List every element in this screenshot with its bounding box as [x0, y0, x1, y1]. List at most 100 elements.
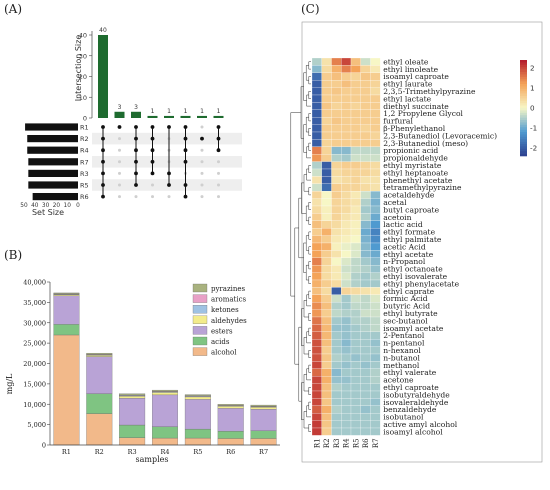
- heatmap-cell: [311, 279, 322, 288]
- heatmap-cell: [341, 109, 352, 118]
- colorbar-segment: [520, 127, 527, 130]
- set-size-tick-label: 0: [76, 203, 80, 209]
- heatmap-cell: [370, 324, 381, 332]
- heatmap-cell: [341, 131, 352, 140]
- heatmap-cell: [321, 94, 332, 103]
- dendrogram-link: [308, 187, 311, 196]
- heatmap-cell: [350, 376, 361, 384]
- heatmap-cell: [370, 117, 381, 125]
- heatmap-cell: [360, 287, 371, 295]
- heatmap-cell: [341, 191, 352, 199]
- heatmap-cell: [360, 154, 371, 162]
- bar-segment-alcohol: [119, 437, 146, 446]
- heatmap-cell: [331, 383, 342, 392]
- row-label: 2,3-Butanediol (Levoracemic): [383, 131, 497, 140]
- heatmap-cell: [370, 57, 381, 66]
- heatmap-cell: [360, 413, 371, 421]
- row-label: ethyl valerate: [383, 368, 437, 377]
- heatmap-cell: [311, 272, 322, 281]
- colorbar-segment: [520, 64, 527, 68]
- colorbar-segment: [520, 62, 527, 66]
- heatmap-cell: [321, 257, 332, 266]
- heatmap-cell: [341, 294, 352, 303]
- dendrogram-link: [308, 401, 311, 410]
- heatmap-cell: [341, 183, 352, 192]
- heatmap-cell: [341, 228, 352, 236]
- heatmap-cell: [341, 287, 352, 295]
- heatmap-cell: [321, 361, 332, 369]
- heatmap-cell: [331, 242, 342, 251]
- heatmap-cell: [331, 80, 342, 88]
- heatmap-cell: [370, 346, 381, 355]
- heatmap-cell: [321, 398, 332, 406]
- matrix-stripe: [92, 179, 242, 191]
- heatmap-cell: [341, 309, 352, 318]
- heatmap-cell: [321, 316, 332, 325]
- heatmap-cell: [360, 405, 371, 414]
- heatmap-cell: [360, 353, 371, 362]
- x-tick-label: R7: [259, 448, 268, 456]
- heatmap-cell: [350, 272, 361, 281]
- bar-segment-aldehydes: [152, 392, 178, 396]
- heatmap-cell: [321, 65, 332, 73]
- heatmap-cell: [341, 117, 352, 125]
- bar-segment-esters: [217, 408, 244, 432]
- heatmap-cell: [331, 205, 342, 214]
- heatmap-cell: [341, 176, 352, 184]
- heatmap-cell: [311, 176, 322, 184]
- row-label: tetramethylpyrazine: [383, 183, 462, 192]
- row-label: n-hexanol: [383, 346, 421, 355]
- heatmap-cell: [341, 413, 352, 421]
- heatmap-cell: [360, 420, 371, 429]
- row-label: isoamyl caproate: [383, 72, 449, 81]
- heatmap-cell: [311, 154, 322, 162]
- heatmap-cell: [370, 139, 381, 147]
- bar-segment-aldehydes: [86, 355, 113, 357]
- heatmap-cell: [341, 257, 352, 266]
- heatmap-cell: [321, 168, 332, 177]
- heatmap-cell: [350, 309, 361, 318]
- row-label: ethyl palmitate: [383, 235, 442, 244]
- heatmap-cell: [311, 87, 322, 96]
- heatmap-cell: [360, 339, 371, 347]
- heatmap-cell: [321, 324, 332, 332]
- matrix-dot-empty: [217, 183, 220, 187]
- set-size-tick-label: 40: [31, 203, 39, 209]
- row-label: acetal: [383, 198, 407, 207]
- row-label: ethyl butyrate: [383, 309, 438, 318]
- colorbar-segment: [520, 122, 527, 126]
- heatmap-cell: [331, 139, 342, 147]
- set-label: R3: [80, 170, 89, 178]
- heatmap-cell: [341, 250, 352, 258]
- dendrogram-link: [294, 227, 299, 365]
- heatmap-cell: [370, 198, 381, 207]
- heatmap-cell: [331, 353, 342, 362]
- heatmap-cell: [350, 154, 361, 162]
- set-size-tick-label: 10: [64, 203, 72, 209]
- matrix-dot-empty: [200, 171, 204, 175]
- heatmap-cell: [311, 57, 322, 66]
- matrix-dot-empty: [151, 195, 154, 199]
- dendrogram-link: [308, 313, 311, 321]
- heatmap-cell: [311, 346, 322, 355]
- row-label: ethyl oleate: [383, 57, 429, 66]
- dendrogram-link: [303, 242, 307, 273]
- row-label: ethyl acetate: [383, 250, 433, 259]
- heatmap-cell: [311, 228, 322, 236]
- dendrogram-link: [308, 76, 311, 85]
- heatmap-cell: [341, 94, 352, 103]
- bar-segment-esters: [184, 399, 211, 430]
- dendrogram-link: [308, 216, 311, 225]
- matrix-dot-empty: [151, 183, 154, 187]
- heatmap-cell: [370, 405, 381, 414]
- panel-b-label: (B): [4, 248, 22, 262]
- heatmap-cell: [370, 131, 381, 140]
- bar-segment-esters: [119, 397, 146, 426]
- heatmap-cell: [331, 339, 342, 347]
- colorbar-segment: [520, 124, 527, 128]
- heatmap-cell: [341, 353, 352, 362]
- heatmap-cell: [341, 390, 352, 399]
- heatmap-cell: [360, 361, 371, 369]
- heatmap-cell: [341, 124, 352, 133]
- heatmap-cell: [360, 368, 371, 377]
